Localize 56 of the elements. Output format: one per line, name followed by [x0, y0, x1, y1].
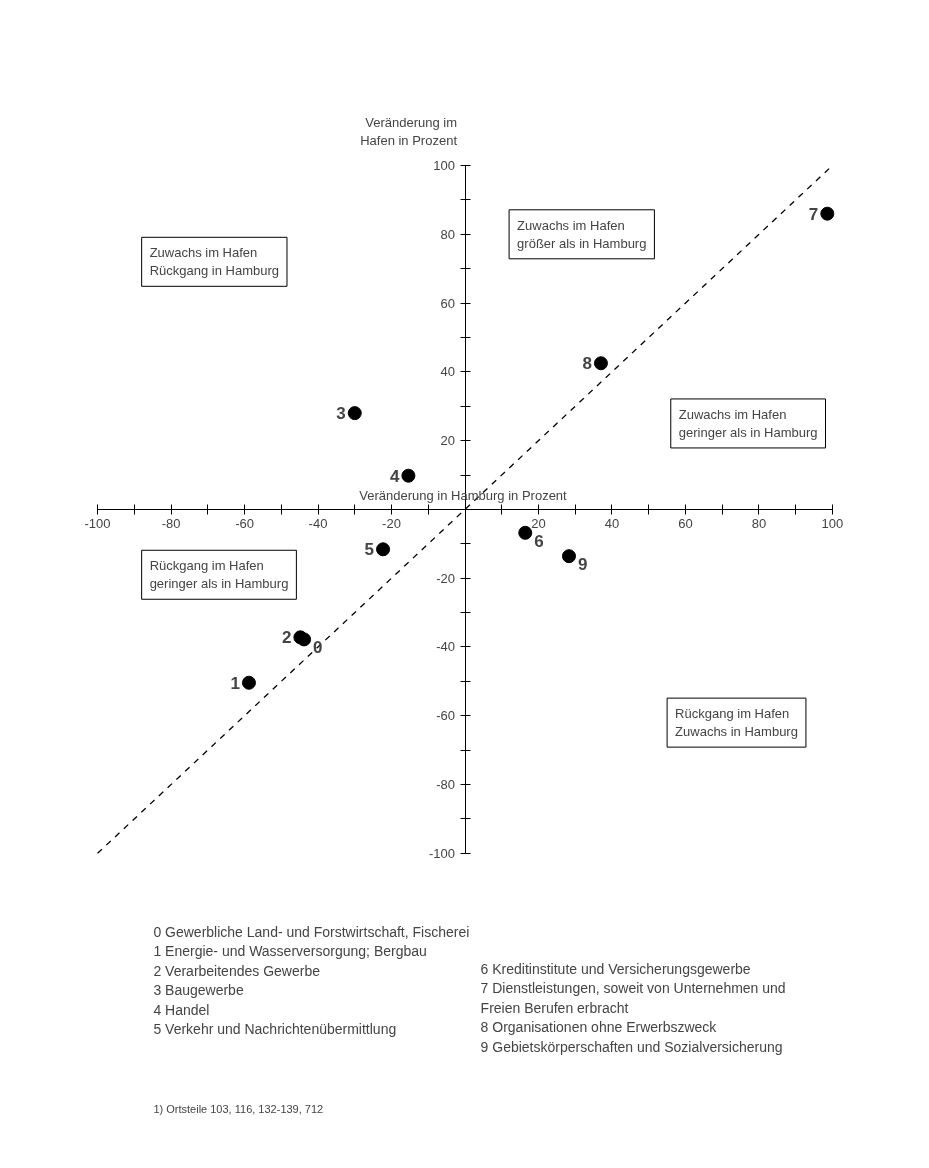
x-tick-label: -80 — [161, 516, 181, 532]
x-tick-label: -20 — [382, 516, 401, 532]
text: 7 Dienstleistungen, soweit von Unternehmen und Freien Berufen erbracht — [480, 980, 786, 1016]
point — [820, 206, 835, 221]
y-axis-title: Veränderung im Hafen in Prozent — [360, 114, 458, 148]
annotation: 3 — [336, 404, 346, 424]
x-tick-label: -60 — [235, 516, 254, 532]
y-tick-label: -20 — [436, 570, 456, 586]
y-tick-label: -100 — [428, 845, 456, 861]
y-tick-label: -60 — [436, 708, 456, 724]
annotation: Zuwachs im Hafen Rückgang in Hamburg — [149, 245, 279, 279]
point — [347, 406, 362, 421]
text: 6 Kreditinstitute und Versicherungsgewerbe — [480, 960, 751, 977]
annotation: 6 — [534, 531, 544, 551]
annotation: 5 — [364, 540, 375, 560]
annotation: 0 — [313, 638, 323, 658]
x-tick-label: -100 — [84, 516, 111, 532]
text: 1) Ortsteile 103, 116, 132-139, 712 — [153, 1102, 324, 1115]
y-tick-label: -80 — [436, 777, 456, 793]
annotation: 7 — [808, 204, 819, 224]
annotation: 2 — [281, 628, 292, 648]
text: 2 Verarbeitendes Gewerbe — [153, 962, 321, 979]
text: 3 Baugewerbe — [153, 982, 244, 999]
y-tick-label: 100 — [433, 158, 456, 174]
y-tick-label: -40 — [436, 639, 456, 655]
annotation: 9 — [577, 555, 588, 575]
point — [561, 549, 576, 564]
text: 8 Organisationen ohne Erwerbszweck — [480, 1019, 718, 1036]
y-tick-label: 60 — [440, 295, 456, 311]
y-tick-label: 40 — [440, 364, 456, 380]
point — [401, 468, 416, 483]
x-tick-label: 80 — [751, 516, 767, 532]
x-tick-label: -40 — [308, 516, 328, 532]
point — [241, 675, 256, 690]
text: 5 Verkehr und Nachrichtenübermittlung — [153, 1021, 397, 1038]
x-tick-label: 60 — [678, 516, 693, 532]
point — [293, 630, 308, 645]
annotation: Rückgang im Hafen Zuwachs in Hamburg — [675, 706, 798, 740]
annotation: Zuwachs im Hafen größer als in Hamburg — [517, 217, 647, 251]
annotation: 1 — [230, 673, 240, 693]
annotation: Rückgang im Hafen geringer als in Hamburg — [149, 558, 289, 592]
y-tick-label: 20 — [440, 433, 456, 449]
annotation: Zuwachs im Hafen geringer als in Hamburg — [678, 406, 818, 440]
point — [593, 356, 608, 371]
text: 1 Energie- und Wasserversorgung; Bergbau — [153, 943, 427, 960]
x-tick-label: 40 — [604, 516, 620, 532]
annotation: 8 — [582, 354, 592, 374]
annotation: 4 — [389, 466, 400, 486]
point — [376, 542, 391, 557]
x-tick-label: 20 — [531, 516, 546, 532]
point — [518, 525, 533, 540]
y-tick-label: 80 — [440, 226, 456, 242]
x-tick-label: 100 — [821, 516, 844, 532]
text: 0 Gewerbliche Land- und Forstwirtschaft, Fischerei — [153, 923, 470, 940]
text: 4 Handel — [153, 1001, 210, 1018]
text: 9 Gebietskörperschaften und Sozialversicherung — [480, 1038, 783, 1055]
